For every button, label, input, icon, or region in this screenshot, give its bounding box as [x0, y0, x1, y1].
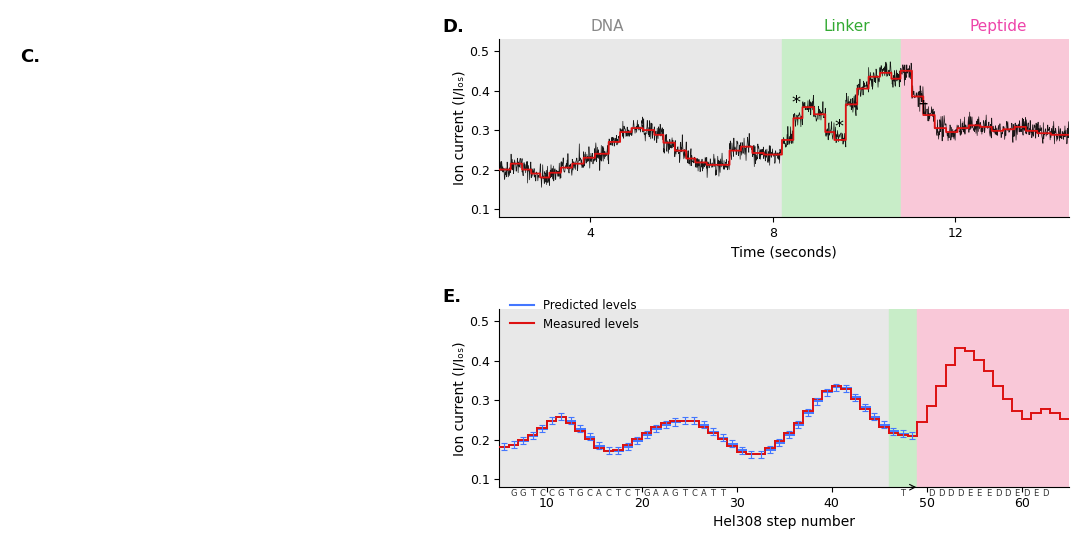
Text: E: E [967, 489, 972, 498]
Text: D: D [937, 489, 944, 498]
Y-axis label: Ion current (I/Iₒₛ): Ion current (I/Iₒₛ) [453, 341, 467, 456]
Text: Linker: Linker [824, 19, 870, 34]
Text: C: C [549, 489, 554, 498]
Text: T: T [568, 489, 573, 498]
Text: E: E [1034, 489, 1039, 498]
Text: T: T [901, 489, 905, 498]
Text: D: D [1004, 489, 1011, 498]
Y-axis label: Ion current (I/Iₒₛ): Ion current (I/Iₒₛ) [453, 71, 467, 185]
Text: G: G [557, 489, 564, 498]
Text: C.: C. [19, 48, 40, 66]
Bar [499, 39, 782, 217]
X-axis label: Hel308 step number: Hel308 step number [713, 515, 855, 529]
Text: C: C [606, 489, 611, 498]
Bar [782, 39, 901, 217]
Text: G: G [577, 489, 583, 498]
Text: T: T [635, 489, 639, 498]
X-axis label: Time (seconds): Time (seconds) [731, 245, 837, 259]
Text: DNA: DNA [591, 19, 624, 34]
Text: E: E [1014, 489, 1020, 498]
Text: G: G [644, 489, 650, 498]
Bar [499, 310, 889, 487]
Text: E: E [976, 489, 982, 498]
Text: *: * [835, 118, 843, 136]
Text: C: C [539, 489, 545, 498]
Text: D: D [928, 489, 934, 498]
Text: Peptide: Peptide [969, 19, 1027, 34]
Text: D.: D. [443, 18, 464, 36]
Bar [889, 310, 917, 487]
Text: C: C [691, 489, 697, 498]
Text: E: E [986, 489, 991, 498]
Text: *: * [792, 94, 800, 112]
Text: T: T [681, 489, 687, 498]
Text: D: D [1023, 489, 1029, 498]
Text: G: G [519, 489, 526, 498]
Bar [917, 310, 1069, 487]
Text: G: G [672, 489, 678, 498]
Text: A: A [701, 489, 706, 498]
Text: G: G [510, 489, 517, 498]
Text: C: C [624, 489, 631, 498]
Text: D: D [1042, 489, 1049, 498]
Text: †: † [919, 98, 928, 116]
Text: T: T [720, 489, 725, 498]
Text: C: C [586, 489, 593, 498]
Legend: Predicted levels, Measured levels: Predicted levels, Measured levels [505, 294, 644, 335]
Text: T: T [711, 489, 716, 498]
Text: D: D [947, 489, 954, 498]
Text: E.: E. [443, 288, 461, 306]
Text: T: T [530, 489, 535, 498]
Text: A: A [596, 489, 602, 498]
Text: T: T [616, 489, 621, 498]
Bar [901, 39, 1069, 217]
Text: D: D [995, 489, 1001, 498]
Text: A: A [653, 489, 659, 498]
Text: D: D [957, 489, 963, 498]
Text: A: A [663, 489, 669, 498]
